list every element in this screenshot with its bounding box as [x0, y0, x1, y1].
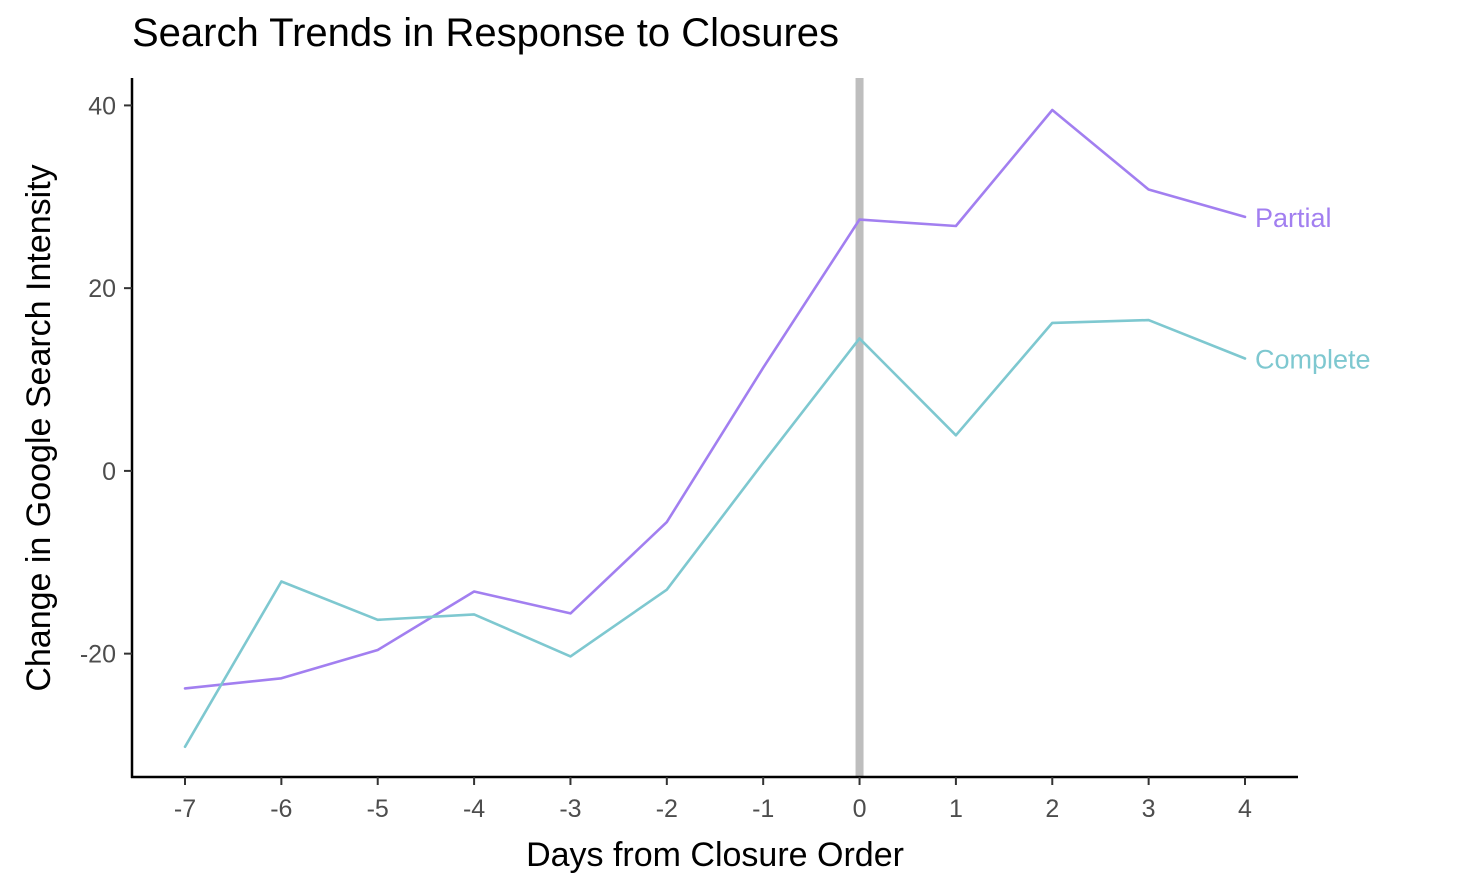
x-axis-title: Days from Closure Order	[526, 836, 904, 874]
x-tick-label: 4	[1238, 795, 1252, 823]
x-tick-label: -5	[367, 795, 389, 823]
x-tick-label: 1	[949, 795, 963, 823]
x-tick-label: -6	[270, 795, 292, 823]
x-tick-label: 0	[853, 795, 867, 823]
series-label-partial: Partial	[1255, 203, 1332, 233]
y-tick-label: 0	[102, 458, 116, 486]
y-axis-ticks: 40 20 0 -20	[80, 92, 132, 669]
x-tick-label: -4	[463, 795, 485, 823]
x-tick-label: 3	[1142, 795, 1156, 823]
y-axis-title: Change in Google Search Intensity	[20, 164, 58, 691]
x-axis-ticks: -7 -6 -5 -4 -3 -2 -1 0 1 2 3 4	[174, 777, 1252, 823]
x-tick-label: -7	[174, 795, 196, 823]
x-tick-label: -3	[559, 795, 581, 823]
series-line-complete	[183, 318, 1247, 749]
plot-area: Partial Complete	[130, 78, 1371, 779]
series-line-partial	[183, 108, 1247, 690]
x-tick-label: 2	[1045, 795, 1059, 823]
y-tick-label: 40	[88, 92, 116, 120]
chart-title: Search Trends in Response to Closures	[132, 11, 839, 55]
x-tick-label: -1	[752, 795, 774, 823]
y-tick-label: 20	[88, 275, 116, 303]
series-label-complete: Complete	[1255, 345, 1371, 375]
x-tick-label: -2	[656, 795, 678, 823]
y-tick-label: -20	[80, 641, 116, 669]
